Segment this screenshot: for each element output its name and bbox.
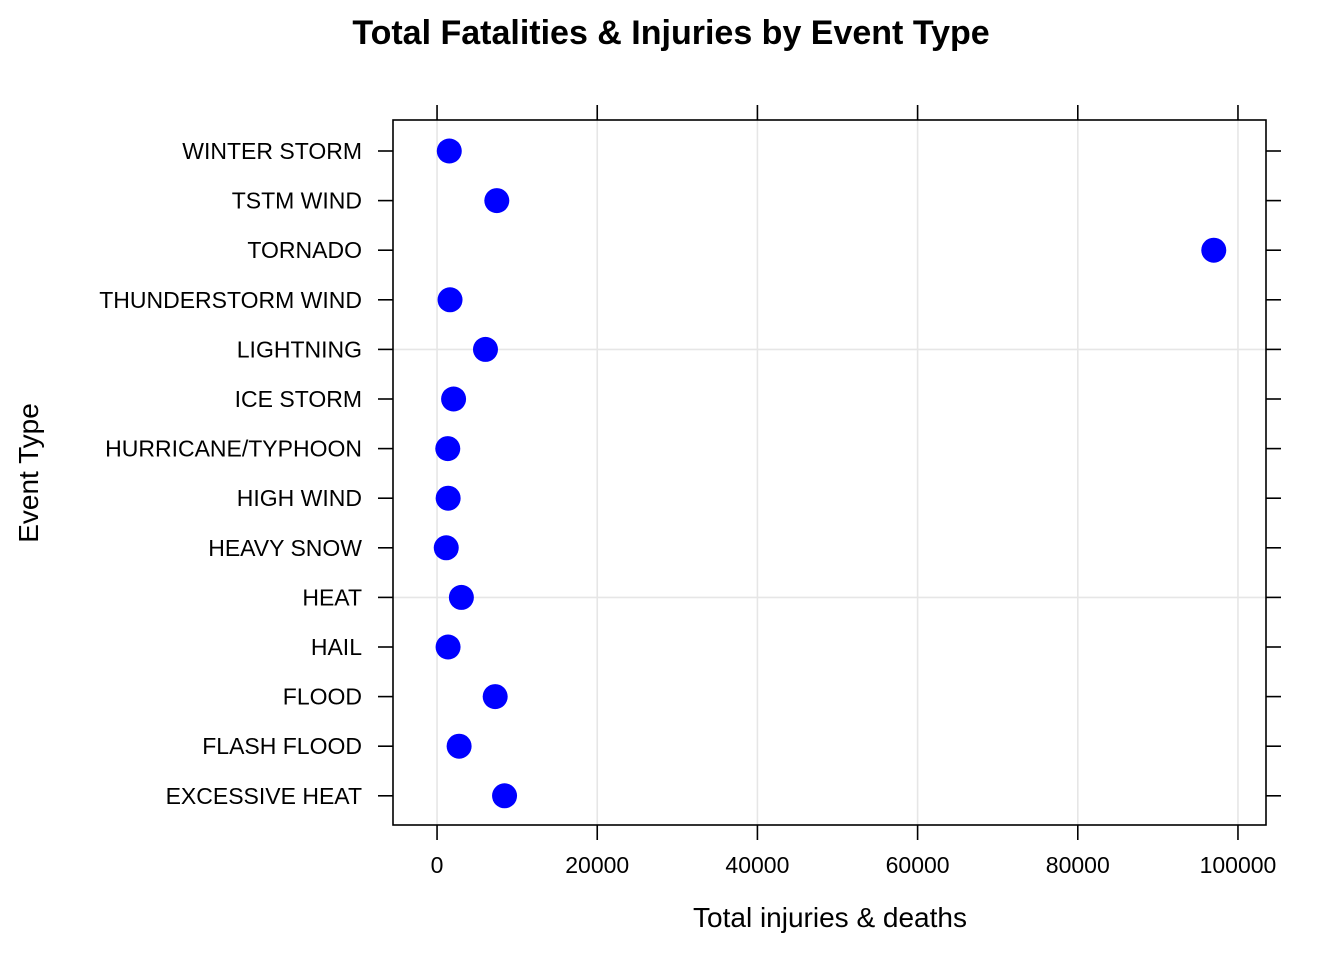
- data-point: [437, 287, 463, 313]
- data-point: [492, 783, 518, 809]
- data-point: [446, 733, 472, 759]
- x-tick-label: 80000: [1046, 852, 1110, 878]
- y-tick-label: EXCESSIVE HEAT: [166, 783, 362, 809]
- y-tick-label: ICE STORM: [235, 386, 362, 412]
- data-point: [435, 634, 461, 660]
- axis-ticks: [378, 105, 1281, 840]
- y-axis-title: Event Type: [13, 403, 44, 543]
- grid-lines: [393, 120, 1266, 825]
- data-point: [436, 138, 462, 164]
- y-axis-tick-labels: EXCESSIVE HEAT FLASH FLOOD FLOOD HAIL HEAT HE…: [99, 138, 362, 809]
- y-tick-label: TORNADO: [247, 237, 362, 263]
- data-point: [1201, 237, 1227, 263]
- x-tick-label: 20000: [565, 852, 629, 878]
- x-tick-label: 60000: [886, 852, 950, 878]
- plot-frame: [392, 119, 1267, 826]
- y-tick-label: FLASH FLOOD: [202, 733, 362, 759]
- chart-title: Total Fatalities & Injuries by Event Typ…: [352, 14, 989, 52]
- data-point: [435, 436, 461, 462]
- x-tick-label: 40000: [725, 852, 789, 878]
- y-tick-label: HIGH WIND: [237, 485, 362, 511]
- y-tick-label: HEAVY SNOW: [208, 535, 362, 561]
- data-point: [435, 485, 461, 511]
- y-tick-label: TSTM WIND: [232, 188, 362, 214]
- y-tick-label: FLOOD: [283, 684, 362, 710]
- y-tick-label: WINTER STORM: [182, 138, 362, 164]
- y-tick-label: HURRICANE/TYPHOON: [105, 436, 362, 462]
- x-axis-title: Total injuries & deaths: [693, 902, 967, 933]
- y-tick-label: LIGHTNING: [237, 336, 362, 362]
- x-tick-label: 100000: [1200, 852, 1277, 878]
- x-tick-label: 0: [431, 852, 444, 878]
- y-tick-label: HEAT: [302, 584, 362, 610]
- data-point: [482, 684, 508, 710]
- data-point: [472, 336, 498, 362]
- data-point: [433, 535, 459, 561]
- y-tick-label: THUNDERSTORM WIND: [99, 287, 362, 313]
- data-points: [433, 138, 1227, 809]
- data-point: [441, 386, 467, 412]
- data-point: [484, 188, 510, 214]
- y-tick-label: HAIL: [311, 634, 362, 660]
- data-point: [448, 584, 474, 610]
- x-axis-tick-labels: 0 20000 40000 60000 80000 100000: [431, 852, 1277, 878]
